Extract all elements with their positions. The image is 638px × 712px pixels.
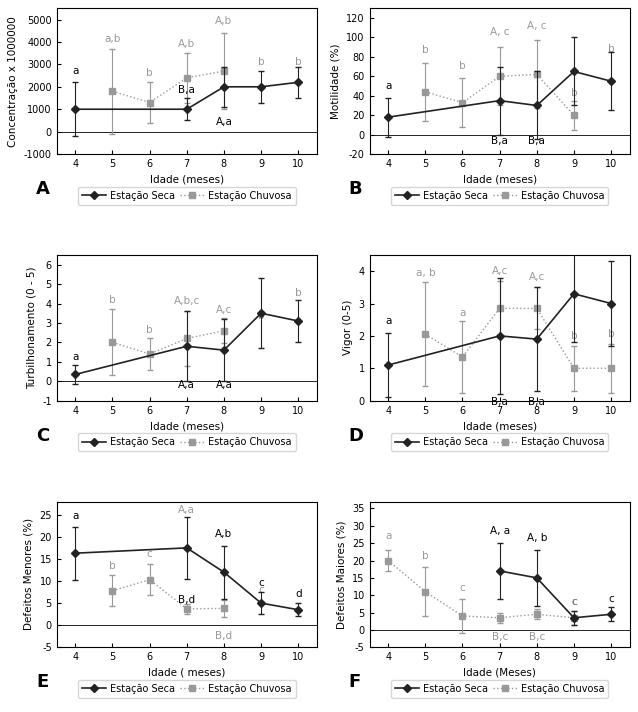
Text: a: a [72,66,78,75]
Y-axis label: Vigor (0-5): Vigor (0-5) [343,300,353,355]
Text: A,a: A,a [216,380,232,390]
Text: a: a [72,352,78,362]
Text: A,b: A,b [178,38,195,48]
Text: B,c: B,c [491,632,508,642]
Y-axis label: Concentração x 1000000: Concentração x 1000000 [8,16,19,147]
Text: A, c: A, c [490,28,509,38]
Text: B: B [349,180,362,199]
Text: d: d [295,589,302,599]
Text: b: b [295,57,302,67]
X-axis label: Idade (Meses): Idade (Meses) [463,668,536,678]
Text: A,c: A,c [491,266,508,276]
Text: A, b: A, b [526,533,547,543]
Text: A,c: A,c [216,305,232,315]
Text: A,b: A,b [216,16,232,26]
Text: c: c [258,585,264,595]
Text: b: b [109,295,115,305]
Text: b: b [570,331,577,341]
Y-axis label: Defeitos Menores (%): Defeitos Menores (%) [24,518,34,630]
Legend: Estação Seca, Estação Chuvosa: Estação Seca, Estação Chuvosa [391,434,609,451]
Y-axis label: Defeitos Maiores (%): Defeitos Maiores (%) [337,520,346,629]
X-axis label: Idade (meses): Idade (meses) [150,174,224,184]
Text: b: b [146,68,153,78]
X-axis label: Idade (meses): Idade (meses) [150,421,224,431]
Text: a: a [385,81,391,91]
Text: c: c [459,583,465,594]
Text: B,a: B,a [528,136,545,146]
Y-axis label: Motilidade (%): Motilidade (%) [330,43,341,119]
Text: A,b,c: A,b,c [174,296,200,306]
Legend: Estação Seca, Estação Chuvosa: Estação Seca, Estação Chuvosa [78,680,295,698]
Text: c: c [571,597,577,607]
X-axis label: Idade ( meses): Idade ( meses) [148,668,225,678]
Text: a,b: a,b [104,34,121,44]
Text: A,a: A,a [179,380,195,390]
Text: c: c [258,577,264,587]
Text: B,c: B,c [529,632,545,642]
Text: b: b [608,329,614,339]
Text: C: C [36,427,49,445]
X-axis label: Idade (meses): Idade (meses) [463,174,537,184]
Text: B,a: B,a [491,136,508,146]
Text: c: c [147,549,152,559]
Text: b: b [459,61,466,71]
Text: b: b [258,311,264,321]
Text: b: b [295,288,302,298]
X-axis label: Idade (meses): Idade (meses) [463,421,537,431]
Legend: Estação Seca, Estação Chuvosa: Estação Seca, Estação Chuvosa [391,680,609,698]
Text: A: A [36,180,50,199]
Legend: Estação Seca, Estação Chuvosa: Estação Seca, Estação Chuvosa [78,187,295,204]
Text: a, b: a, b [415,268,435,278]
Text: A,c: A,c [529,273,545,283]
Legend: Estação Seca, Estação Chuvosa: Estação Seca, Estação Chuvosa [78,434,295,451]
Text: A,a: A,a [216,117,232,127]
Text: A,a: A,a [179,505,195,515]
Text: b: b [608,44,614,54]
Text: B,a: B,a [179,85,195,95]
Text: b: b [570,88,577,98]
Text: a: a [385,531,391,541]
Text: b: b [422,550,429,560]
Text: A, c: A, c [527,21,547,31]
Text: D: D [349,427,364,445]
Text: A, a: A, a [489,526,510,536]
Text: a: a [459,308,466,318]
Text: B,a: B,a [528,397,545,407]
Text: B,d: B,d [178,595,195,605]
Text: a: a [385,316,391,326]
Text: b: b [422,45,429,55]
Text: a: a [72,511,78,521]
Text: b: b [109,561,115,571]
Text: B,d: B,d [216,631,232,641]
Text: F: F [349,674,361,691]
Text: A,b: A,b [216,529,232,539]
Text: c: c [571,597,577,607]
Text: B,a: B,a [491,397,508,407]
Y-axis label: Turbilhonamento (0 - 5): Turbilhonamento (0 - 5) [27,266,37,389]
Text: E: E [36,674,48,691]
Text: b: b [146,325,153,335]
Text: b: b [258,57,264,67]
Legend: Estação Seca, Estação Chuvosa: Estação Seca, Estação Chuvosa [391,187,609,204]
Text: c: c [608,594,614,604]
